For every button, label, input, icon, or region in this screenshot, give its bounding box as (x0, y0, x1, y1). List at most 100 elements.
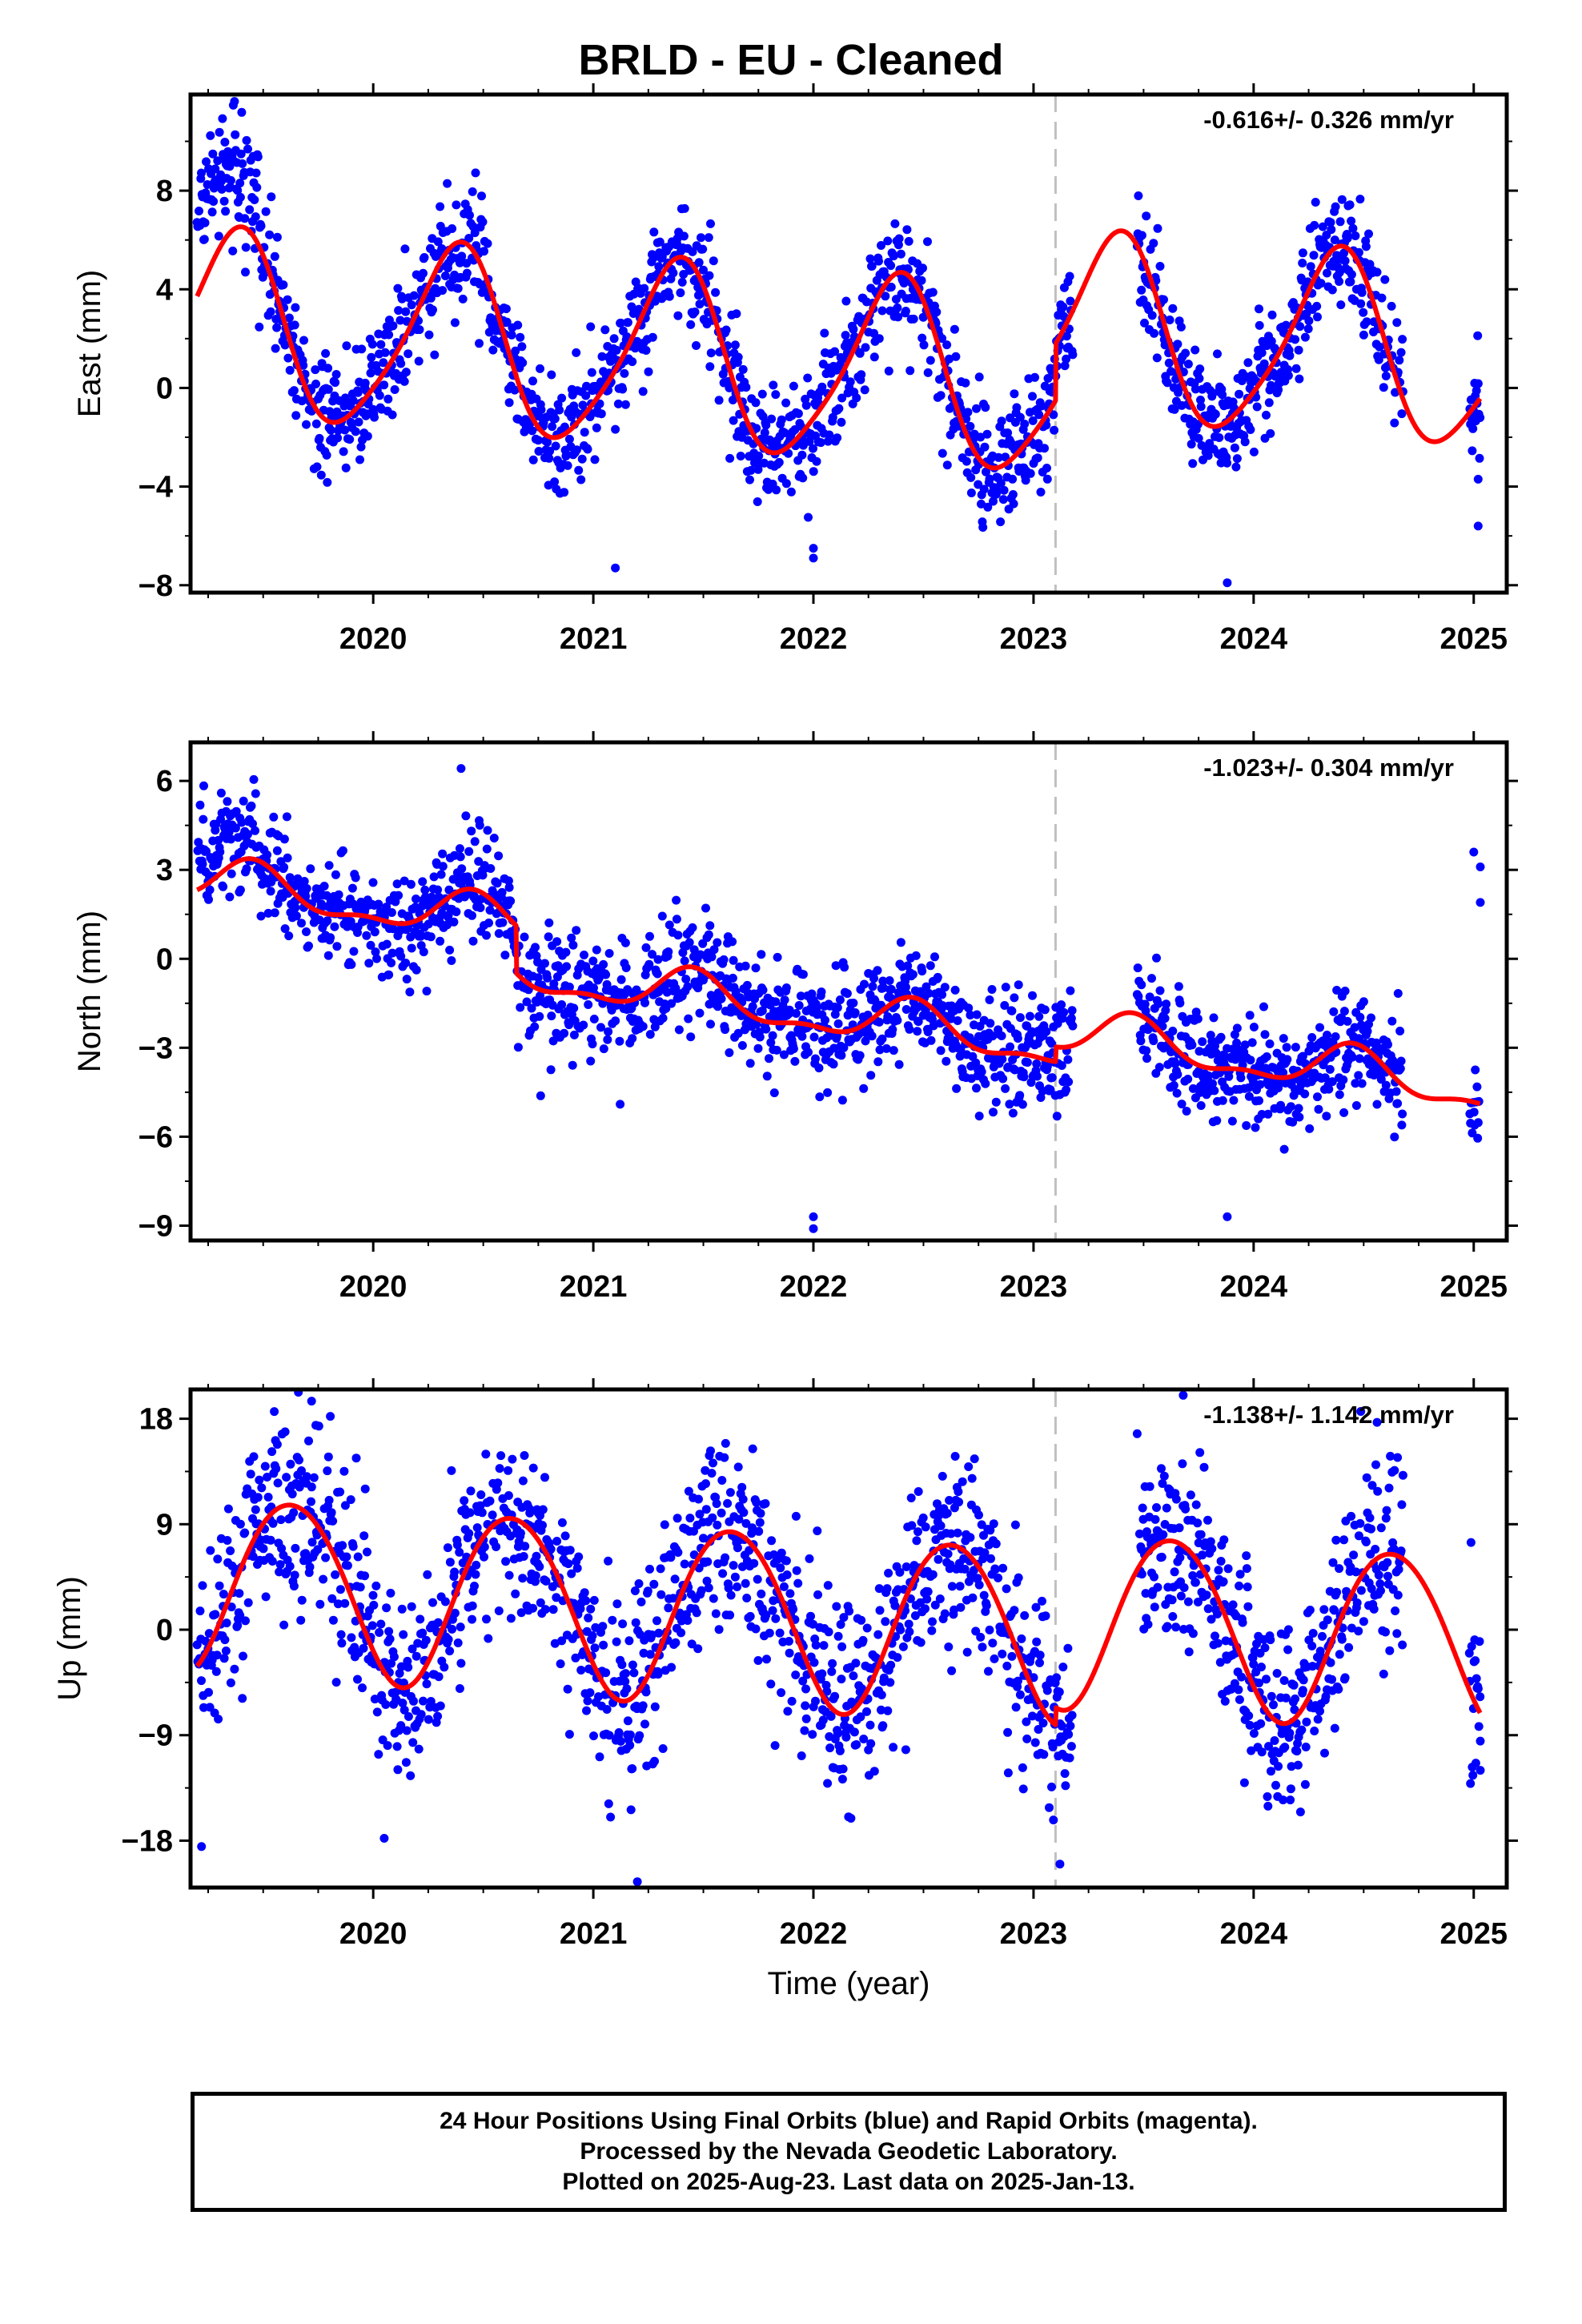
data-point (1339, 1007, 1349, 1016)
data-point (1043, 374, 1053, 383)
data-point (1330, 235, 1339, 245)
data-point (1173, 340, 1182, 349)
data-point (1152, 1503, 1161, 1512)
data-point (333, 433, 343, 443)
data-point (840, 963, 849, 972)
data-point (323, 951, 333, 960)
data-point (269, 812, 279, 822)
data-point (1018, 1763, 1027, 1772)
data-point (1311, 198, 1320, 207)
data-point (267, 1447, 277, 1457)
data-point (1170, 1567, 1179, 1577)
data-point (507, 330, 516, 340)
data-point (813, 1590, 822, 1599)
data-point (673, 1514, 682, 1523)
data-point (1396, 348, 1406, 357)
data-point (1047, 1039, 1056, 1048)
data-point (1309, 251, 1319, 260)
data-point (1040, 1005, 1050, 1015)
data-point (291, 911, 301, 921)
data-point (596, 1023, 605, 1032)
data-point (428, 305, 437, 315)
data-point (1060, 361, 1070, 371)
x-tick-label: 2020 (339, 622, 408, 656)
data-point (746, 465, 756, 475)
data-point (890, 219, 900, 228)
data-point (311, 365, 320, 375)
data-point (461, 811, 471, 821)
data-point (393, 1765, 403, 1775)
data-point (596, 409, 606, 419)
data-point (381, 1700, 391, 1709)
data-point (568, 940, 578, 950)
data-point (837, 1051, 846, 1060)
data-point (798, 1676, 808, 1686)
data-point (1015, 412, 1025, 422)
data-point (1318, 222, 1327, 231)
data-point (794, 1001, 804, 1010)
data-point (266, 307, 275, 316)
data-point (685, 938, 694, 947)
data-point (580, 1588, 589, 1598)
data-point (422, 987, 432, 996)
y-tick-label: 0 (156, 372, 173, 405)
data-point (645, 1030, 655, 1039)
data-point (757, 950, 766, 959)
data-point (781, 479, 791, 489)
data-point (713, 938, 722, 947)
data-point (982, 467, 990, 476)
data-point (893, 1653, 902, 1663)
data-point (237, 107, 247, 117)
data-point (755, 1518, 765, 1527)
data-point (1354, 247, 1363, 257)
data-point (1160, 1014, 1170, 1023)
data-point (385, 1634, 395, 1644)
data-point (504, 1491, 513, 1500)
data-point (478, 870, 488, 880)
data-point (280, 340, 290, 350)
data-point (1315, 1023, 1324, 1032)
data-point (655, 237, 665, 247)
data-point (284, 313, 294, 323)
data-point (321, 1553, 331, 1562)
data-point (1173, 1070, 1182, 1080)
data-point (231, 806, 241, 816)
data-point (544, 453, 554, 463)
data-point (1171, 1622, 1181, 1632)
data-point (1015, 1091, 1025, 1100)
data-point (263, 1493, 273, 1502)
data-point (940, 983, 950, 992)
data-point (781, 398, 791, 408)
data-point (624, 1636, 634, 1646)
data-point (823, 1779, 833, 1788)
data-point (1283, 1055, 1292, 1064)
data-point (586, 322, 596, 332)
data-point (702, 1576, 712, 1586)
data-point (1251, 1123, 1260, 1132)
data-point (405, 987, 415, 997)
data-point (912, 1536, 921, 1546)
data-point (978, 523, 988, 532)
data-point (837, 1096, 847, 1105)
data-point (409, 291, 419, 300)
data-point (252, 183, 262, 192)
data-point (282, 1473, 291, 1482)
data-point (1264, 398, 1274, 408)
data-point (233, 186, 243, 195)
data-point (757, 1006, 767, 1015)
data-point (366, 368, 375, 378)
data-point (1048, 1743, 1058, 1751)
data-point (918, 1513, 928, 1522)
data-point (1262, 410, 1271, 420)
data-point (906, 1494, 916, 1502)
data-point (392, 879, 402, 889)
data-point (627, 302, 636, 312)
data-point (506, 896, 516, 906)
data-point (595, 1752, 604, 1762)
data-point (1003, 1768, 1013, 1778)
data-point (1340, 256, 1350, 266)
data-point (1058, 302, 1068, 312)
data-point (1018, 1100, 1027, 1109)
data-point (221, 207, 231, 216)
data-point (511, 346, 520, 356)
